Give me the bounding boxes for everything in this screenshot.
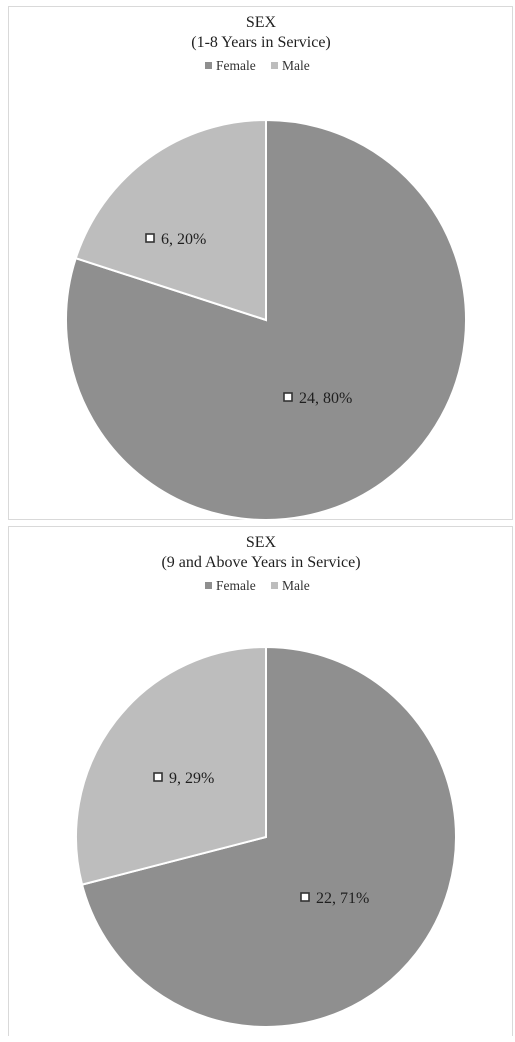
data-label-female: 22, 71%: [316, 890, 369, 907]
data-label-male: 6, 20%: [161, 231, 206, 248]
chart-panel-2: SEX (9 and Above Years in Service) Femal…: [8, 526, 513, 1036]
legend-label-female: Female: [216, 58, 256, 73]
data-labels: 24, 80% 6, 20%: [145, 231, 352, 407]
data-label-male: 9, 29%: [169, 770, 214, 787]
legend: Female Male: [205, 578, 310, 593]
data-label-marker-female: [300, 892, 310, 902]
data-label-marker-male: [145, 233, 155, 243]
pie-slice-male: [75, 645, 267, 886]
data-labels: 22, 71% 9, 29%: [153, 770, 369, 907]
pie-chart-2: SEX (9 and Above Years in Service) Femal…: [75, 534, 457, 1028]
pie-slice-male: [74, 118, 267, 322]
legend-label-male: Male: [282, 578, 310, 593]
chart-panel-1: SEX (1-8 Years in Service) Female Male 2…: [8, 6, 513, 521]
chart-title: SEX: [246, 14, 277, 31]
pie-slice-female: [80, 645, 457, 1028]
legend-swatch-female: [205, 62, 212, 69]
data-label-female: 24, 80%: [299, 390, 352, 407]
pie-chart-1: SEX (1-8 Years in Service) Female Male 2…: [65, 14, 467, 521]
chart-subtitle: (9 and Above Years in Service): [161, 554, 360, 571]
legend-swatch-female: [205, 582, 212, 589]
legend-label-female: Female: [216, 578, 256, 593]
legend-label-male: Male: [282, 58, 310, 73]
pie-slices: [75, 645, 457, 1028]
legend: Female Male: [205, 58, 310, 73]
chart-title: SEX: [246, 534, 277, 551]
data-label-marker-female: [283, 392, 293, 402]
data-label-marker-male: [153, 772, 163, 782]
pie-slices: [65, 118, 467, 521]
legend-swatch-male: [271, 62, 278, 69]
legend-swatch-male: [271, 582, 278, 589]
chart-subtitle: (1-8 Years in Service): [191, 34, 331, 51]
